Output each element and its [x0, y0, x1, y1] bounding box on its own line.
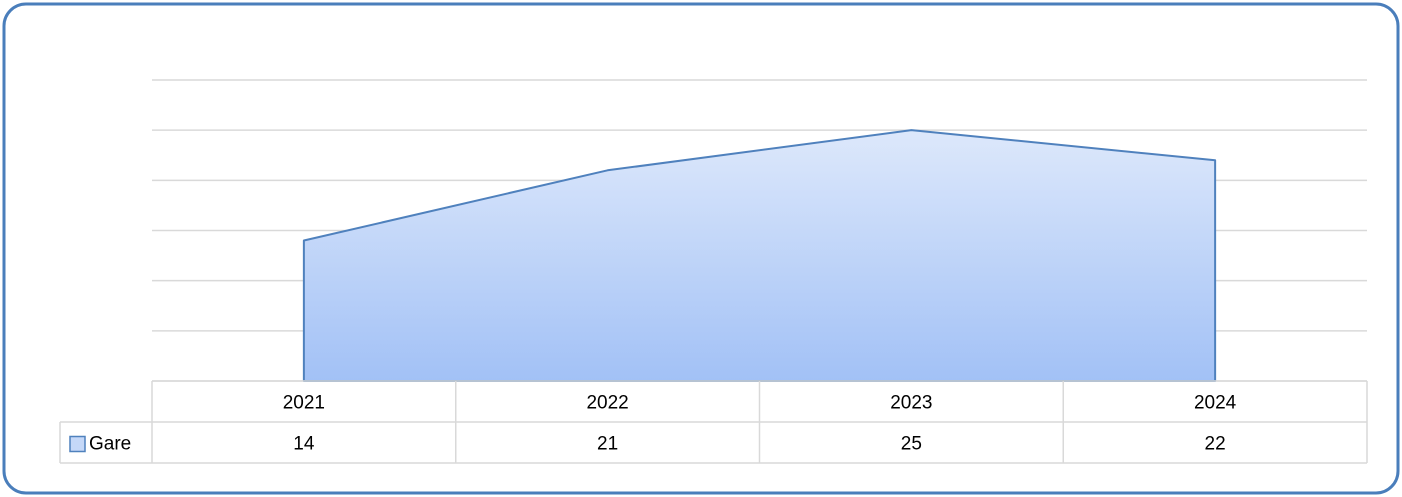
legend-label: Gare	[89, 434, 131, 455]
data-table-value: 21	[597, 434, 618, 455]
data-table-value: 25	[901, 434, 922, 455]
x-tick-label: 2024	[1194, 393, 1237, 414]
legend-swatch	[69, 435, 86, 453]
data-table-value: 22	[1205, 434, 1226, 455]
x-tick-label: 2022	[586, 393, 628, 414]
data-table-value: 14	[293, 434, 315, 455]
x-tick-label: 2023	[890, 393, 932, 414]
x-tick-label: 2021	[283, 393, 325, 414]
